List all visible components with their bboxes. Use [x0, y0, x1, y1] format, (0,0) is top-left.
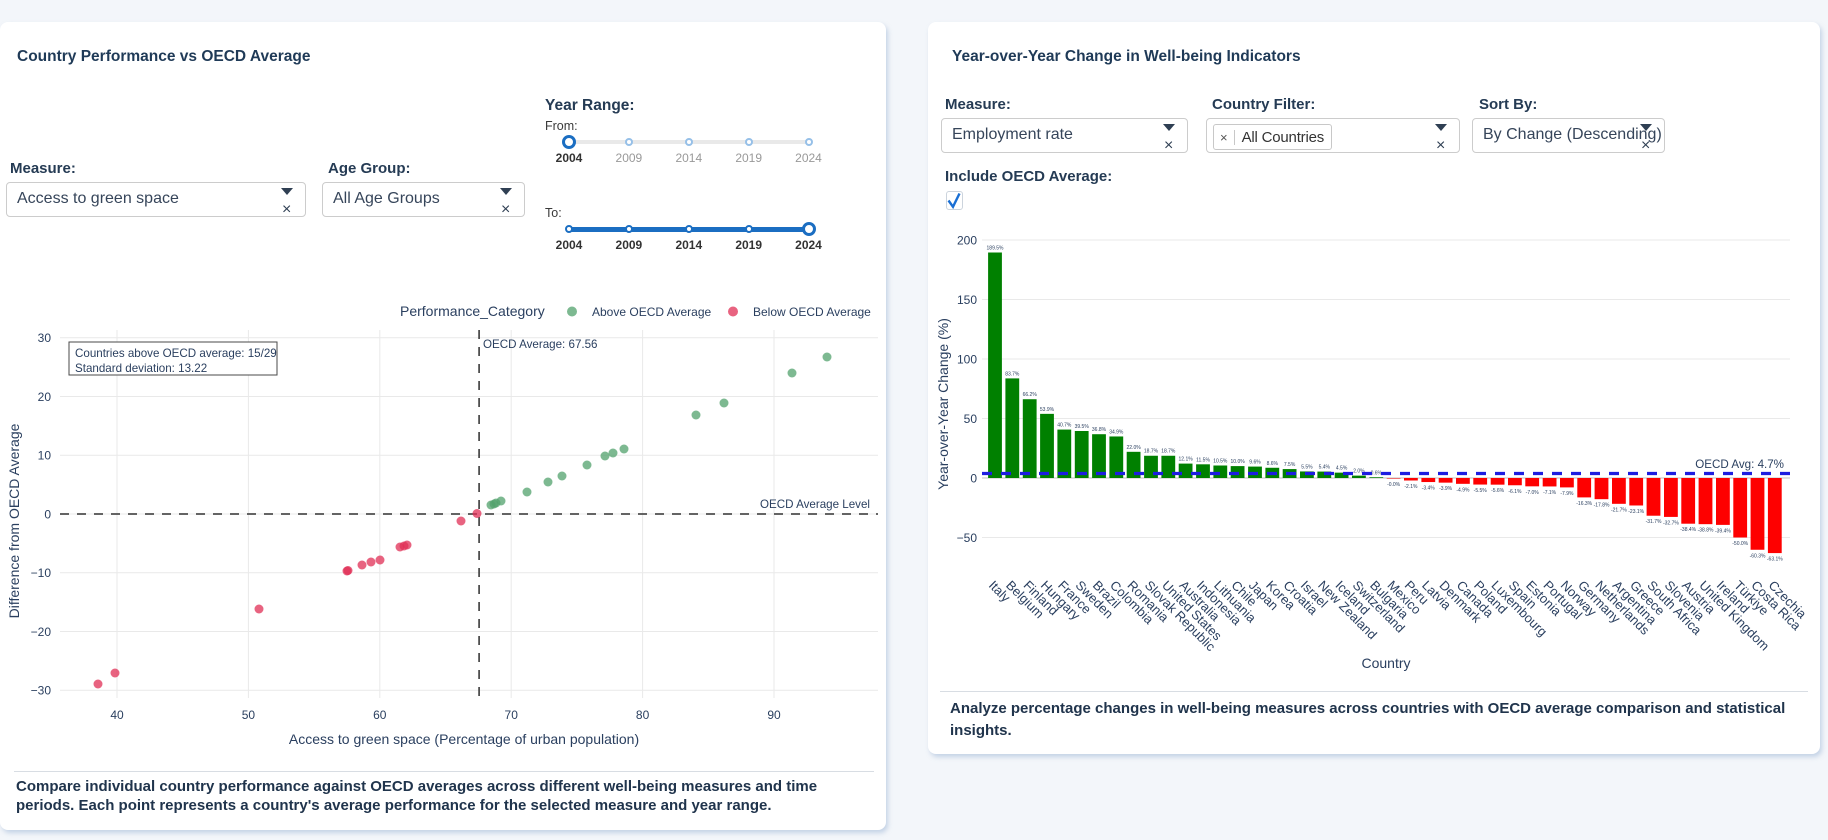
- svg-text:Below OECD Average: Below OECD Average: [753, 305, 871, 319]
- svg-text:Above OECD Average: Above OECD Average: [592, 305, 712, 319]
- svg-text:66.2%: 66.2%: [1023, 392, 1038, 398]
- svg-text:90: 90: [767, 708, 781, 722]
- svg-text:-2.1%: -2.1%: [1404, 484, 1418, 490]
- svg-text:36.8%: 36.8%: [1092, 427, 1107, 433]
- svg-text:-17.8%: -17.8%: [1594, 503, 1610, 509]
- svg-text:0: 0: [44, 507, 51, 521]
- svg-text:Standard deviation: 13.22: Standard deviation: 13.22: [75, 362, 207, 375]
- svg-text:Difference from OECD Average: Difference from OECD Average: [6, 423, 22, 618]
- svg-text:-7.9%: -7.9%: [1560, 491, 1574, 497]
- svg-text:−30: −30: [31, 684, 52, 698]
- svg-text:-23.1%: -23.1%: [1628, 509, 1644, 515]
- svg-text:18.7%: 18.7%: [1144, 449, 1159, 455]
- svg-text:22.0%: 22.0%: [1127, 445, 1142, 451]
- svg-text:0.6%: 0.6%: [1371, 470, 1383, 476]
- svg-text:-5.6%: -5.6%: [1491, 488, 1505, 494]
- svg-text:10.5%: 10.5%: [1213, 459, 1228, 465]
- svg-text:8.6%: 8.6%: [1267, 461, 1279, 467]
- svg-text:-60.3%: -60.3%: [1750, 553, 1766, 559]
- svg-text:-0.0%: -0.0%: [1387, 482, 1401, 488]
- svg-text:-7.1%: -7.1%: [1543, 490, 1557, 496]
- svg-text:10: 10: [38, 449, 52, 463]
- svg-text:5.5%: 5.5%: [1301, 465, 1313, 471]
- svg-text:-63.1%: -63.1%: [1767, 557, 1783, 563]
- svg-text:-31.7%: -31.7%: [1646, 519, 1662, 525]
- svg-text:189.5%: 189.5%: [987, 246, 1005, 252]
- svg-text:−50: −50: [957, 531, 978, 545]
- svg-text:OECD Avg: 4.7%: OECD Avg: 4.7%: [1695, 458, 1784, 471]
- svg-text:11.5%: 11.5%: [1196, 457, 1210, 463]
- svg-text:30: 30: [38, 331, 52, 345]
- svg-text:100: 100: [957, 352, 977, 366]
- svg-text:-32.7%: -32.7%: [1663, 520, 1679, 526]
- svg-text:-3.9%: -3.9%: [1439, 486, 1453, 492]
- svg-text:40: 40: [110, 708, 124, 722]
- svg-text:70: 70: [505, 708, 519, 722]
- svg-text:OECD Average: 67.56: OECD Average: 67.56: [483, 338, 598, 351]
- svg-text:Countries above OECD average:: Countries above OECD average: 15/29: [75, 347, 277, 360]
- svg-text:-5.5%: -5.5%: [1474, 488, 1488, 494]
- svg-text:80: 80: [636, 708, 650, 722]
- svg-text:50: 50: [242, 708, 256, 722]
- svg-text:Country: Country: [1361, 655, 1410, 671]
- svg-text:10.0%: 10.0%: [1231, 459, 1246, 465]
- svg-text:18.7%: 18.7%: [1161, 449, 1176, 455]
- svg-text:20: 20: [38, 390, 52, 404]
- svg-text:OECD Average Level: OECD Average Level: [760, 498, 870, 511]
- svg-text:7.5%: 7.5%: [1284, 462, 1296, 468]
- svg-text:−20: −20: [31, 625, 52, 639]
- svg-text:Access to green space (Percent: Access to green space (Percentage of urb…: [289, 731, 639, 747]
- svg-text:Performance_Category: Performance_Category: [400, 303, 545, 319]
- svg-text:0: 0: [970, 471, 977, 485]
- svg-text:150: 150: [957, 293, 977, 307]
- svg-text:−10: −10: [31, 566, 52, 580]
- svg-text:200: 200: [957, 233, 977, 247]
- svg-text:-38.4%: -38.4%: [1680, 527, 1696, 533]
- svg-text:9.6%: 9.6%: [1249, 460, 1261, 466]
- svg-text:-7.0%: -7.0%: [1526, 490, 1540, 496]
- svg-text:2.0%: 2.0%: [1353, 469, 1365, 475]
- svg-text:34.9%: 34.9%: [1109, 430, 1124, 436]
- svg-text:12.1%: 12.1%: [1179, 457, 1194, 463]
- svg-text:-3.4%: -3.4%: [1422, 486, 1436, 492]
- svg-text:-21.7%: -21.7%: [1611, 507, 1627, 513]
- svg-text:-16.3%: -16.3%: [1576, 501, 1592, 507]
- svg-text:60: 60: [373, 708, 387, 722]
- svg-text:39.5%: 39.5%: [1075, 424, 1090, 430]
- svg-text:-39.4%: -39.4%: [1715, 528, 1731, 534]
- svg-text:-50.0%: -50.0%: [1732, 541, 1748, 547]
- svg-text:Year-over-Year Change (%): Year-over-Year Change (%): [935, 318, 951, 490]
- svg-text:40.7%: 40.7%: [1057, 423, 1072, 429]
- svg-text:-38.8%: -38.8%: [1698, 528, 1714, 534]
- svg-text:83.7%: 83.7%: [1005, 371, 1020, 377]
- svg-text:50: 50: [964, 412, 978, 426]
- svg-text:5.4%: 5.4%: [1319, 465, 1331, 471]
- svg-text:53.9%: 53.9%: [1040, 407, 1055, 413]
- svg-text:4.5%: 4.5%: [1336, 466, 1348, 472]
- svg-text:-6.1%: -6.1%: [1508, 489, 1522, 495]
- svg-text:-4.9%: -4.9%: [1456, 487, 1470, 493]
